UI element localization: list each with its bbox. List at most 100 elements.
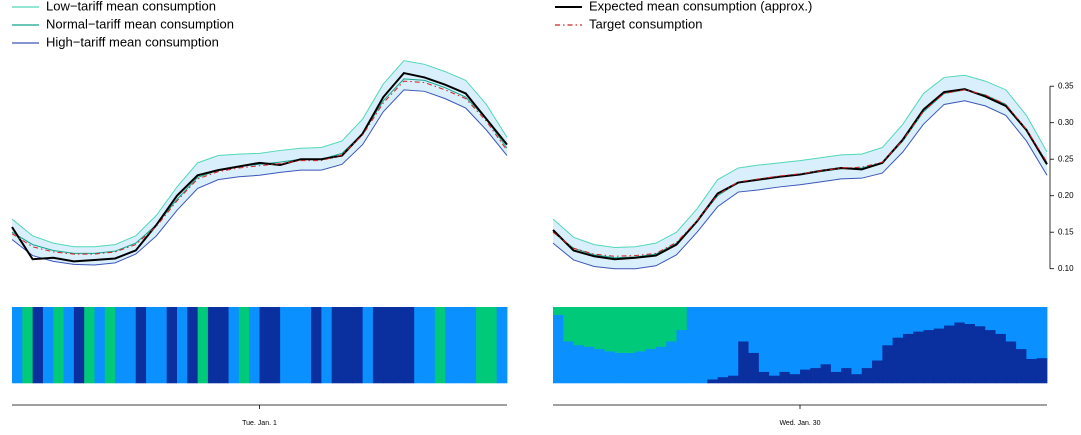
strip-segment: [1016, 348, 1027, 384]
strip-segment: [1005, 307, 1017, 342]
strip-segment: [686, 307, 698, 384]
strip-segment: [614, 352, 626, 384]
strip-segment: [32, 307, 44, 384]
strip-segment: [872, 360, 883, 384]
strip-segment: [923, 329, 935, 384]
strip-segment: [851, 373, 863, 384]
strip-segment: [553, 307, 564, 315]
strip-segment: [166, 307, 178, 384]
strip-segment: [269, 307, 281, 384]
strip-segment: [944, 325, 955, 384]
strip-segment: [635, 351, 647, 384]
strip-segment: [820, 307, 832, 365]
strip-segment: [707, 379, 719, 384]
strip-segment: [553, 314, 564, 384]
series-line: [11, 89, 508, 266]
strip-segment: [810, 307, 821, 369]
strip-segment: [604, 307, 616, 352]
strip-segment: [1005, 341, 1017, 384]
strip-segment: [974, 307, 986, 327]
strip-segment: [228, 307, 240, 384]
strip-segment: [563, 341, 574, 384]
strip-segment: [177, 307, 188, 384]
strip-segment: [645, 348, 657, 384]
strip-segment: [913, 331, 924, 384]
strip-segment: [372, 307, 384, 384]
strip-segment: [84, 307, 95, 384]
strip-segment: [476, 307, 487, 384]
strip-segment: [841, 307, 852, 369]
series-line: [11, 78, 508, 254]
strip-segment: [758, 307, 770, 372]
strip-segment: [933, 328, 945, 384]
strip-segment: [486, 307, 498, 384]
strip-segment: [964, 307, 976, 325]
strip-segment: [146, 307, 157, 384]
strip-segment: [414, 307, 425, 384]
strip-segment: [403, 307, 415, 384]
series-line: [552, 100, 1048, 270]
strip-segment: [352, 307, 364, 384]
strip-segment: [563, 307, 574, 342]
strip-segment: [594, 307, 605, 350]
strip-segment: [882, 345, 894, 384]
strip-segment: [800, 369, 811, 384]
strip-segment: [496, 307, 508, 384]
strip-segment: [882, 307, 894, 346]
strip-segment: [800, 307, 811, 370]
strip-segment: [892, 337, 904, 384]
strip-segment: [63, 307, 75, 384]
strip-segment: [676, 307, 688, 331]
strip-segment: [851, 307, 863, 375]
strip-segment: [748, 307, 760, 353]
strip-segment: [666, 307, 677, 342]
strip-segment: [42, 307, 54, 384]
strip-segment: [727, 375, 739, 384]
strip-segment: [985, 329, 996, 384]
strip-segment: [300, 307, 312, 384]
strip-segment: [707, 307, 719, 380]
y-tick-label: 0.15: [1058, 227, 1074, 236]
strip-segment: [769, 307, 780, 376]
strip-segment: [985, 307, 996, 331]
strip-segment: [738, 341, 749, 384]
strip-segment: [321, 307, 333, 384]
legend-label: Expected mean consumption (approx.): [589, 0, 812, 13]
strip-segment: [933, 307, 945, 329]
series-line: [552, 89, 1048, 257]
strip-segment: [1026, 307, 1038, 359]
strip-segment: [125, 307, 137, 384]
strip-segment: [259, 307, 271, 384]
strip-segment: [872, 307, 883, 361]
strip-segment: [94, 307, 106, 384]
series-line: [552, 88, 1048, 261]
strip-segment: [573, 307, 585, 346]
strip-segment: [573, 345, 585, 384]
strip-segment: [892, 307, 904, 338]
strip-segment: [197, 307, 209, 384]
strip-segment: [974, 326, 986, 384]
strip-segment: [12, 307, 23, 384]
strip-segment: [738, 307, 749, 342]
strip-segment: [923, 307, 935, 331]
series-line: [11, 71, 508, 263]
strip-segment: [789, 307, 801, 375]
strip-segment: [207, 307, 219, 384]
x-label: Tue. Jan. 1: [242, 420, 277, 427]
strip-segment: [902, 307, 914, 334]
series-line: [11, 80, 508, 255]
strip-segment: [249, 307, 260, 384]
strip-segment: [635, 307, 647, 352]
y-tick-label: 0.35: [1058, 81, 1074, 90]
strip-segment: [583, 307, 595, 347]
strip-segment: [1026, 358, 1038, 384]
strip-segment: [841, 367, 852, 384]
strip-segment: [465, 307, 477, 384]
strip-segment: [769, 375, 780, 384]
strip-segment: [717, 376, 729, 384]
strip-segment: [902, 333, 914, 384]
series-line: [11, 60, 508, 248]
strip-segment: [156, 307, 168, 384]
legend-label: Normal−tariff mean consumption: [46, 16, 234, 31]
